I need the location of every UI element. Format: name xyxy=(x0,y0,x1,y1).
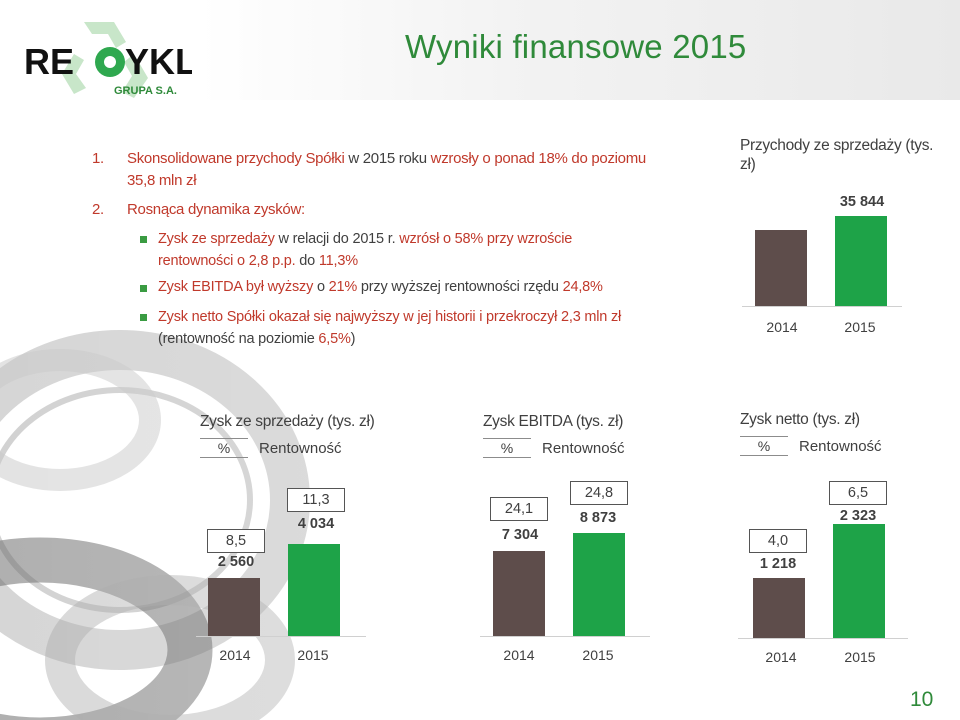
sales-profit-year-2014: 2014 xyxy=(219,647,251,663)
sub-bullet-2-text: Zysk EBITDA był wyższy o 21% przy wyższe… xyxy=(158,276,684,298)
net-profit-axis xyxy=(738,638,908,639)
svg-text:YKL: YKL xyxy=(125,41,192,82)
ebitda-legend-swatch: % xyxy=(483,438,531,458)
bullet-2-text: Rosnąca dynamika zysków: xyxy=(127,201,305,218)
ebitda-value-2014: 7 304 xyxy=(501,527,539,543)
sales-profit-chart-title: Zysk ze sprzedaży (tys. zł) xyxy=(200,413,375,430)
bullet-1-text: Skonsolidowane przychody Spółki w 2015 r… xyxy=(127,148,687,170)
net-profit-margin-2015: 6,5 xyxy=(829,481,887,505)
sub-bullet-1-part-e: do xyxy=(295,253,319,269)
ebitda-margin-2014: 24,1 xyxy=(490,497,548,521)
recykl-logo: RE YKL GRUPA S.A. xyxy=(24,22,192,98)
sales-profit-bar-2015 xyxy=(288,544,340,636)
page-title: Wyniki finansowe 2015 xyxy=(405,28,747,65)
net-profit-year-2015: 2015 xyxy=(844,649,876,665)
sub-bullet-1-part-a: Zysk ze sprzedaży xyxy=(158,231,275,247)
svg-text:GRUPA S.A.: GRUPA S.A. xyxy=(114,85,177,97)
net-profit-bar-2014 xyxy=(753,578,805,638)
ebitda-legend-label: Rentowność xyxy=(542,440,625,457)
net-profit-margin-2014: 4,0 xyxy=(749,529,807,553)
sales-profit-value-2014: 2 560 xyxy=(217,554,255,570)
ebitda-year-2015: 2015 xyxy=(582,647,614,663)
ebitda-value-2015: 8 873 xyxy=(579,510,617,526)
sales-profit-legend-swatch: % xyxy=(200,438,248,458)
sub-bullet-3-part-a: Zysk netto Spółki okazał się najwyższy w… xyxy=(158,309,622,325)
sub-bullet-3-part-b: (rentowność na poziomie xyxy=(158,331,319,347)
revenue-bar-2015 xyxy=(835,216,887,306)
svg-text:RE: RE xyxy=(24,41,74,82)
sales-profit-axis xyxy=(196,636,366,637)
sub-bullet-2-part-d: przy wyższej rentowności rzędu xyxy=(357,279,563,295)
ebitda-year-2014: 2014 xyxy=(503,647,535,663)
net-profit-value-2014: 1 218 xyxy=(759,556,797,572)
ebitda-chart-title: Zysk EBITDA (tys. zł) xyxy=(483,413,624,430)
net-profit-legend-label: Rentowność xyxy=(799,438,882,455)
bullet-1-part-b: w 2015 roku xyxy=(344,150,431,167)
sub-bullet-2-part-a: Zysk EBITDA był wyższy xyxy=(158,279,314,295)
sub-bullet-2-part-e: 24,8% xyxy=(562,279,603,295)
sub-bullet-1-part-f: 11,3% xyxy=(318,253,358,269)
revenue-value-2015: 35 844 xyxy=(839,194,885,210)
bullet-1-part-a: Skonsolidowane przychody Spółki xyxy=(127,150,345,167)
net-profit-bar-2015 xyxy=(833,524,885,638)
ebitda-axis xyxy=(480,636,650,637)
tyres-background-image xyxy=(0,330,720,720)
sales-profit-margin-2014: 8,5 xyxy=(207,529,265,553)
title-band xyxy=(200,0,960,100)
net-profit-legend-swatch: % xyxy=(740,436,788,456)
sales-profit-legend-label: Rentowność xyxy=(259,440,342,457)
sub-bullet-3-text: Zysk netto Spółki okazał się najwyższy w… xyxy=(158,306,684,350)
sales-profit-bar-2014 xyxy=(208,578,260,636)
net-profit-year-2014: 2014 xyxy=(765,649,797,665)
sales-profit-value-2015: 4 034 xyxy=(297,516,335,532)
sales-profit-year-2015: 2015 xyxy=(297,647,329,663)
sub-bullet-2-marker xyxy=(140,285,147,292)
sub-bullet-2-part-c: 21% xyxy=(328,279,358,295)
sales-profit-margin-2015: 11,3 xyxy=(287,488,345,512)
page-number: 10 xyxy=(910,688,934,711)
revenue-year-2015: 2015 xyxy=(844,319,876,335)
sub-bullet-3-part-d: ) xyxy=(350,331,356,347)
recycle-arrows-icon xyxy=(62,22,148,98)
revenue-chart-title: Przychody ze sprzedaży (tys. zł) xyxy=(740,137,934,173)
bullet-2-number: 2. xyxy=(92,201,104,218)
ebitda-bar-2014 xyxy=(493,551,545,636)
bullet-1-line-2: 35,8 mln zł xyxy=(127,172,197,189)
sub-bullet-1-marker xyxy=(140,236,147,243)
sub-bullet-1-part-d: rentowności o 2,8 p.p. xyxy=(158,253,296,269)
sub-bullet-1-part-b: w relacji do 2015 r. xyxy=(274,231,400,247)
sub-bullet-1-text: Zysk ze sprzedaży w relacji do 2015 r. w… xyxy=(158,228,684,272)
revenue-axis xyxy=(742,306,902,307)
sub-bullet-1-part-c: wzrósł o 58% przy wzroście xyxy=(399,231,573,247)
bullet-1-part-c: wzrosły o ponad 18% do poziomu xyxy=(430,150,647,167)
revenue-year-2014: 2014 xyxy=(766,319,798,335)
bullet-1-number: 1. xyxy=(92,150,104,167)
sub-bullet-3-marker xyxy=(140,314,147,321)
sub-bullet-3-part-c: 6,5% xyxy=(318,331,351,347)
ebitda-margin-2015: 24,8 xyxy=(570,481,628,505)
revenue-bar-2014 xyxy=(755,230,807,306)
sub-bullet-2-part-b: o xyxy=(313,279,329,295)
net-profit-value-2015: 2 323 xyxy=(839,508,877,524)
net-profit-chart-title: Zysk netto (tys. zł) xyxy=(740,411,860,428)
ebitda-bar-2015 xyxy=(573,533,625,636)
